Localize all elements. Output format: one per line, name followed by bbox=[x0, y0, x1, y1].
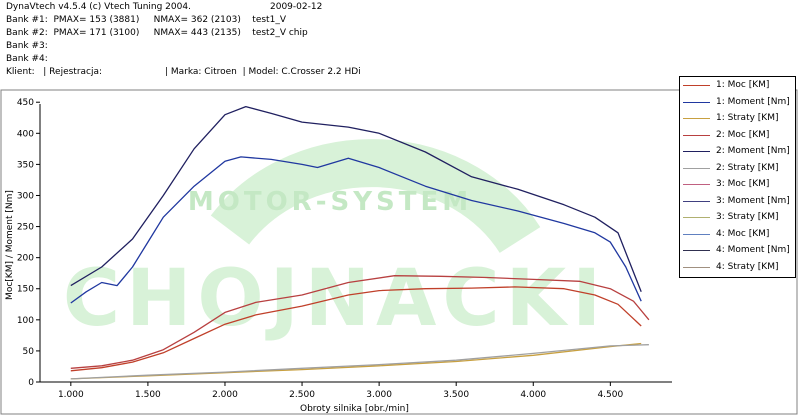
x-tick-label: 2.500 bbox=[289, 390, 315, 400]
bank1-info: Bank #1: PMAX= 153 (3881) NMAX= 362 (210… bbox=[6, 15, 286, 25]
app-title: DynaVtech v4.5.4 (c) Vtech Tuning 2004. bbox=[6, 2, 191, 12]
series-line-4 bbox=[70, 275, 650, 369]
x-tick-label: 3.000 bbox=[366, 390, 392, 400]
x-tick-label: 3.500 bbox=[443, 390, 469, 400]
legend-swatch bbox=[683, 134, 710, 136]
y-tick-label: 200 bbox=[17, 254, 34, 264]
legend-label: 4: Moc [KM] bbox=[716, 228, 770, 239]
legend-label: 3: Moment [Nm] bbox=[716, 195, 790, 206]
legend-item: 3: Moment [Nm] bbox=[680, 195, 795, 211]
legend-item: 2: Straty [KM] bbox=[680, 162, 795, 178]
legend-swatch bbox=[683, 200, 710, 202]
legend-item: 1: Moc [KM] bbox=[680, 79, 795, 95]
series-line-2 bbox=[70, 156, 642, 304]
legend-label: 1: Moment [Nm] bbox=[716, 96, 790, 107]
watermark-arc-text: MOTOR-SYSTEM bbox=[188, 187, 472, 217]
x-tick-label: 1.500 bbox=[135, 390, 161, 400]
y-tick-label: 250 bbox=[17, 223, 34, 233]
legend-label: 3: Straty [KM] bbox=[716, 212, 779, 222]
legend-swatch bbox=[683, 217, 710, 218]
y-tick-label: 300 bbox=[17, 191, 34, 201]
legend-item: 4: Moc [KM] bbox=[680, 228, 795, 244]
x-tick-label: 1.000 bbox=[58, 390, 84, 400]
watermark-text: CHOJNACKI bbox=[63, 254, 607, 344]
x-tick-label: 4.000 bbox=[520, 390, 546, 400]
legend-swatch bbox=[683, 151, 710, 152]
legend-label: 1: Moc [KM] bbox=[716, 80, 770, 90]
y-tick-label: 400 bbox=[17, 129, 34, 139]
legend-swatch bbox=[683, 184, 710, 185]
legend-swatch bbox=[683, 250, 710, 251]
legend-item: 3: Moc [KM] bbox=[680, 178, 795, 194]
y-tick-label: 0 bbox=[28, 378, 34, 388]
x-tick-label: 4.500 bbox=[597, 390, 623, 400]
legend-label: 2: Moment [Nm] bbox=[716, 146, 790, 156]
y-tick-label: 150 bbox=[17, 285, 34, 295]
bank3-info: Bank #3: bbox=[6, 41, 48, 51]
legend-item: 3: Straty [KM] bbox=[680, 211, 795, 227]
legend-label: 2: Straty [KM] bbox=[716, 162, 779, 173]
chart-outer-frame bbox=[0, 89, 798, 415]
y-tick-label: 450 bbox=[17, 98, 34, 108]
legend-item: 4: Straty [KM] bbox=[680, 261, 795, 277]
legend-item: 2: Moment [Nm] bbox=[680, 145, 795, 161]
legend-swatch bbox=[683, 101, 710, 103]
legend-item: 1: Moment [Nm] bbox=[680, 96, 795, 112]
bank4-info: Bank #4: bbox=[6, 54, 48, 64]
y-axis-label: Moc[KM] / Moment [Nm] bbox=[5, 190, 15, 300]
y-tick-label: 50 bbox=[23, 347, 35, 357]
legend-label: 4: Moment [Nm] bbox=[716, 245, 790, 255]
series-line-1 bbox=[70, 286, 642, 372]
legend-swatch bbox=[683, 233, 710, 235]
watermark: CHOJNACKI MOTOR-SYSTEM bbox=[63, 139, 607, 344]
series-line-6 bbox=[70, 344, 649, 380]
y-ticks: 0 50 100 150 200 250 300 350 400 450 bbox=[17, 98, 40, 388]
legend-item: 4: Moment [Nm] bbox=[680, 244, 795, 260]
series-line-3 bbox=[70, 342, 642, 380]
legend-swatch bbox=[683, 118, 710, 119]
legend-label: 1: Straty [KM] bbox=[716, 113, 779, 123]
legend-swatch bbox=[683, 167, 710, 169]
series-layer bbox=[70, 105, 650, 380]
legend-item: 1: Straty [KM] bbox=[680, 112, 795, 128]
x-ticks: 1.000 1.500 2.000 2.500 3.000 3.500 4.000 4.500 bbox=[58, 382, 623, 400]
y-tick-label: 100 bbox=[17, 316, 34, 326]
x-axis-label: Obroty silnika [obr./min] bbox=[300, 404, 409, 414]
legend-swatch bbox=[683, 85, 710, 86]
legend-item: 2: Moc [KM] bbox=[680, 129, 795, 145]
legend-label: 3: Moc [KM] bbox=[716, 179, 770, 189]
report-date: 2009-02-12 bbox=[270, 2, 323, 12]
x-tick-label: 2.000 bbox=[212, 390, 238, 400]
y-tick-label: 350 bbox=[17, 160, 34, 170]
legend-swatch bbox=[683, 266, 710, 268]
legend-label: 4: Straty [KM] bbox=[716, 261, 779, 272]
legend: 1: Moc [KM] 1: Moment [Nm] 1: Straty [KM] 2… bbox=[679, 76, 796, 278]
client-vehicle-info: Klient: | Rejestracja: | Marka: Citroen … bbox=[6, 67, 361, 77]
bank2-info: Bank #2: PMAX= 171 (3100) NMAX= 443 (213… bbox=[6, 28, 308, 38]
legend-label: 2: Moc [KM] bbox=[716, 129, 770, 140]
series-line-5 bbox=[70, 105, 642, 293]
